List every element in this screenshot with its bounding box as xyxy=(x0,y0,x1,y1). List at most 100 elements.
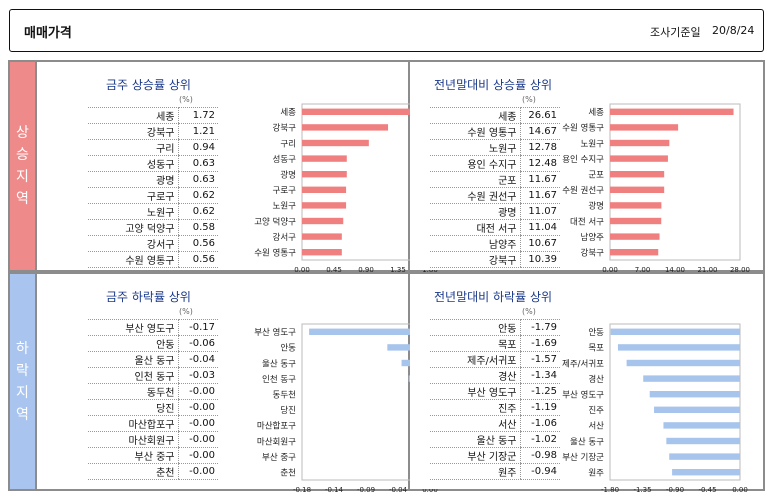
region-name: 동두천 xyxy=(88,383,178,400)
rate-value: -0.04 xyxy=(177,351,218,368)
panel-ytd-fall: 전년말대비 하락률 상위 (%) 안동 -1.79 목포 -1.69 제주/서귀포 -1.… xyxy=(410,274,763,494)
rank-table: 부산 영도구 -0.17 안동 -0.06 울산 동구 -0.04 인천 동구 -0.03 동두… xyxy=(88,319,218,480)
tick-label: 14.00 xyxy=(665,266,685,274)
category-label: 목포 xyxy=(588,344,604,354)
table-row: 부산 영도구 -1.25 xyxy=(430,383,560,400)
table-row: 성동구 0.63 xyxy=(88,155,218,172)
rate-value: -1.06 xyxy=(519,415,560,432)
region-name: 서산 xyxy=(430,415,520,432)
region-name: 노원구 xyxy=(88,203,178,220)
tick-label: 0.00 xyxy=(732,486,748,494)
table-row: 부산 중구 -0.00 xyxy=(88,447,218,464)
category-label: 경산 xyxy=(588,374,604,385)
region-name: 세종 xyxy=(88,107,178,124)
rate-value: 0.56 xyxy=(177,235,218,252)
rank-table: 세종 26.61 수원 영통구 14.67 노원구 12.78 용인 수지구 12.48 군포 1… xyxy=(430,107,560,268)
rate-value: 0.62 xyxy=(177,187,218,204)
bar xyxy=(672,469,740,476)
region-name: 안동 xyxy=(88,335,178,352)
table-row: 진주 -1.19 xyxy=(430,399,560,416)
region-name: 광명 xyxy=(430,203,520,220)
side-char: 역 xyxy=(16,406,29,423)
table-row: 안동 -0.06 xyxy=(88,335,218,352)
bar xyxy=(302,217,344,225)
table-row: 군포 11.67 xyxy=(430,171,560,188)
bar xyxy=(610,171,665,178)
table-row: 고양 덕양구 0.58 xyxy=(88,219,218,236)
region-name: 마산합포구 xyxy=(88,415,178,432)
tick-label: 0.00 xyxy=(422,486,438,494)
category-label: 인천 동구 xyxy=(262,374,296,385)
bar xyxy=(610,124,679,131)
table-row: 남양주 10.67 xyxy=(430,235,560,252)
tick-label: -1.80 xyxy=(601,486,619,494)
category-label: 안동 xyxy=(280,343,296,354)
date-label: 조사기준일 xyxy=(650,26,701,39)
rank-table: 세종 1.72 강북구 1.21 구리 0.94 성동구 0.63 광명 0.63 구로구 0.62 노… xyxy=(88,107,218,268)
unit-label: (%) xyxy=(522,307,536,316)
category-label: 진주 xyxy=(588,405,604,416)
rate-value: 12.48 xyxy=(519,155,560,172)
category-label: 노원구 xyxy=(273,202,297,212)
table-row: 목포 -1.69 xyxy=(430,335,560,352)
region-name: 수원 영통구 xyxy=(430,123,520,140)
table-row: 울산 동구 -1.02 xyxy=(430,431,560,448)
tick-label: 0.90 xyxy=(358,266,374,274)
bar xyxy=(302,202,347,209)
region-name: 구리 xyxy=(88,139,178,156)
tick-label: 7.00 xyxy=(635,266,651,274)
category-label: 남양주 xyxy=(581,232,605,243)
table-row: 강서구 0.56 xyxy=(88,235,218,252)
category-label: 강북구 xyxy=(273,123,297,134)
bar xyxy=(302,139,369,147)
region-name: 울산 동구 xyxy=(430,431,520,448)
unit-label: (%) xyxy=(179,95,193,104)
region-name: 광명 xyxy=(88,171,178,188)
rate-value: 1.72 xyxy=(177,107,218,124)
region-name: 마산회원구 xyxy=(88,431,178,448)
rate-value: 1.21 xyxy=(177,123,218,140)
table-row: 원주 -0.94 xyxy=(430,463,560,480)
tick-label: -0.45 xyxy=(698,486,716,494)
table-row: 제주/서귀포 -1.57 xyxy=(430,351,560,368)
bar xyxy=(302,249,342,256)
rate-value: -1.02 xyxy=(519,431,560,448)
rate-value: 11.04 xyxy=(519,219,560,236)
region-name: 울산 동구 xyxy=(88,351,178,368)
table-row: 인천 동구 -0.03 xyxy=(88,367,218,384)
region-name: 남양주 xyxy=(430,235,520,252)
rate-value: -0.00 xyxy=(177,399,218,416)
bar xyxy=(610,186,665,193)
category-label: 제주/서귀포 xyxy=(562,358,604,369)
region-name: 안동 xyxy=(430,319,520,336)
plot-area xyxy=(609,323,741,481)
table-row: 광명 0.63 xyxy=(88,171,218,188)
category-label: 당진 xyxy=(280,405,296,416)
category-label: 세종 xyxy=(280,108,296,118)
table-row: 강북구 1.21 xyxy=(88,123,218,140)
tick-label: 0.00 xyxy=(602,266,618,274)
table-row: 세종 26.61 xyxy=(430,107,560,124)
bar xyxy=(302,108,425,115)
rate-value: -1.57 xyxy=(519,351,560,368)
date-value: 20/8/24 xyxy=(712,24,755,37)
region-name: 대전 서구 xyxy=(430,219,520,236)
rate-value: 0.58 xyxy=(177,219,218,236)
rate-value: -0.98 xyxy=(519,447,560,464)
bar xyxy=(610,155,668,162)
rate-value: 11.07 xyxy=(519,203,560,220)
category-label: 안동 xyxy=(588,327,604,338)
tick-label: -0.90 xyxy=(666,486,684,494)
unit-label: (%) xyxy=(522,95,536,104)
category-label: 부산 영도구 xyxy=(562,390,604,401)
category-label: 세종 xyxy=(588,108,604,118)
category-label: 부산 기장군 xyxy=(562,452,604,463)
rate-value: 14.67 xyxy=(519,123,560,140)
side-label-falling: 하 락 지 역 xyxy=(10,274,35,489)
rate-value: 12.78 xyxy=(519,139,560,156)
side-char: 승 xyxy=(16,147,29,163)
tick-label: 1.80 xyxy=(422,266,438,274)
